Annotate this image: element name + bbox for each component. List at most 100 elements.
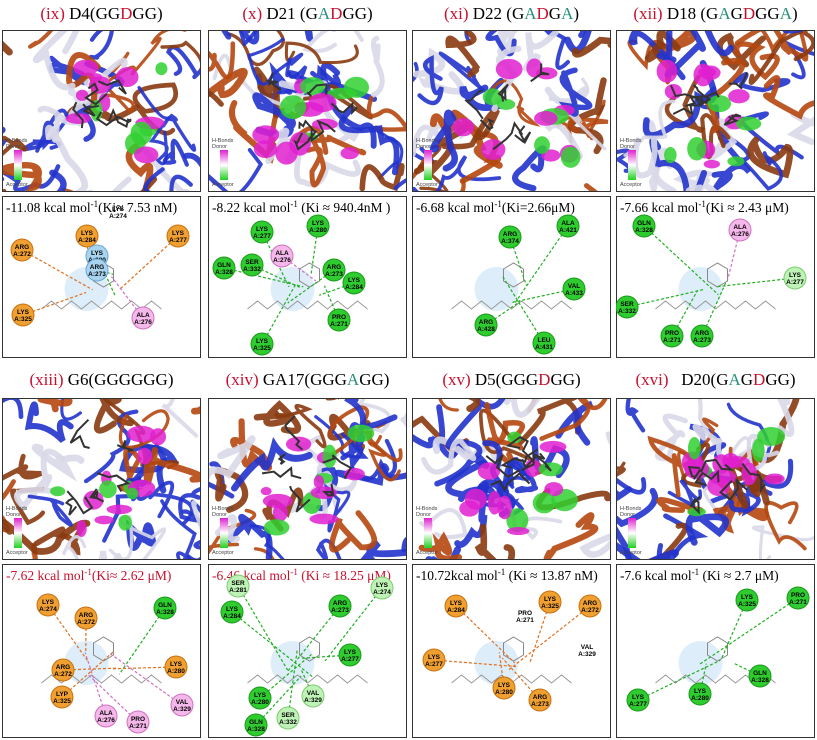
ribbon: [700, 57, 746, 134]
interaction-line: [21, 249, 93, 291]
residue-id: A:273: [331, 607, 349, 614]
surface-blob: [534, 111, 558, 126]
ribbon: [2, 135, 28, 192]
title-part: D: [538, 370, 550, 389]
residue-name: LYS: [91, 250, 104, 257]
surface-blob: [459, 500, 480, 517]
surface-blob: [703, 159, 720, 169]
ribbon: [579, 533, 611, 558]
title-part: (xi): [444, 4, 469, 23]
residue-id: A:273: [325, 271, 343, 278]
residue-disc: [85, 258, 109, 282]
ribbon: [368, 434, 401, 482]
residue-id: A:277: [786, 279, 804, 286]
surface-blob: [263, 519, 290, 536]
residue-name: GLN: [637, 220, 651, 227]
residue-disc: [166, 224, 190, 248]
title-part: D: [537, 4, 549, 23]
ribbon: [445, 30, 481, 78]
ligand-skeleton: [655, 300, 776, 310]
legend-title: H-Bonds: [212, 506, 234, 512]
surface-blob: [65, 112, 92, 124]
halo: [64, 641, 109, 685]
ligand-ring: [93, 636, 114, 662]
residue-disc: [370, 576, 394, 600]
interaction-line: [223, 267, 304, 288]
residue-name: LYS: [254, 692, 267, 699]
surface-blob: [252, 125, 280, 145]
residue-name: ARG: [333, 600, 347, 607]
ligand-stick: [89, 488, 105, 503]
ribbon: [656, 30, 677, 63]
ribbon: [359, 163, 405, 192]
residue-name: LYS: [256, 226, 269, 233]
ribbon: [438, 398, 459, 412]
ligand-stick: [330, 101, 358, 116]
ribbon: [49, 169, 67, 192]
legend-acceptor: Acceptor: [212, 550, 234, 556]
ribbon: [2, 164, 61, 192]
ki-value: (Ki=2.66μM): [502, 200, 575, 215]
residue-id: A:276: [97, 717, 115, 724]
residue-id: A:274: [373, 589, 391, 596]
residue-disc: [422, 648, 446, 672]
residue-id: A:328: [215, 269, 233, 276]
surface-blob: [130, 121, 153, 145]
ligand-stick: [261, 466, 302, 480]
ribbon: [148, 480, 194, 525]
ligand-stick: [289, 485, 311, 513]
legend-title: H-Bonds: [416, 506, 438, 512]
interaction-diagram: -7.6 kcal mol-1 (Ki ≈ 2.7 μM)LYSA:325PRO…: [616, 564, 815, 738]
residue-id: A:277: [629, 701, 647, 708]
legend-acceptor: Acceptor: [416, 550, 438, 556]
ribbon: [32, 30, 80, 91]
title-part: (xii): [633, 4, 662, 23]
energy-value: -10.72kcal mol: [416, 568, 498, 583]
residue-disc: [786, 586, 810, 610]
ribbon: [2, 398, 24, 420]
ribbon: [247, 37, 304, 86]
residue-name: LYS: [42, 599, 55, 606]
residue-disc: [170, 693, 194, 717]
residue-name: SER: [281, 712, 295, 719]
panel-title: (xii) D18 (GAGDGGA): [633, 4, 797, 23]
residue-disc: [338, 643, 362, 667]
legend-donor: Donor: [6, 144, 21, 150]
ribbon: [61, 535, 87, 560]
ligand-stick: [82, 103, 99, 117]
surface-blob: [94, 515, 114, 525]
binding-energy: -11.08 kcal mol-1(Ki≈ 7.53 nM): [6, 199, 177, 215]
ribbon: [370, 35, 385, 98]
ribbon: [231, 437, 313, 492]
ki-value: (Ki ≈ 2.43 μM): [706, 200, 789, 215]
energy-value: -8.22 kcal mol: [212, 200, 291, 215]
interaction-line: [287, 605, 341, 672]
residue-name: ARG: [479, 319, 493, 326]
ligand-ring: [503, 636, 524, 662]
image-border: [616, 398, 815, 560]
ligand-stick: [64, 497, 78, 516]
residue-disc: [748, 664, 772, 688]
residue-name: ALA: [561, 220, 575, 227]
residue-disc: [538, 590, 562, 614]
surface-blob: [487, 490, 502, 515]
interaction-line: [637, 659, 721, 701]
residue-id: A:431: [535, 344, 553, 351]
surface-blob: [262, 493, 293, 509]
ligand-stick: [485, 454, 521, 479]
ligand-stick: [97, 79, 127, 95]
title-part: A: [347, 370, 360, 389]
residue-disc: [327, 308, 351, 332]
ribbon: [27, 494, 73, 527]
